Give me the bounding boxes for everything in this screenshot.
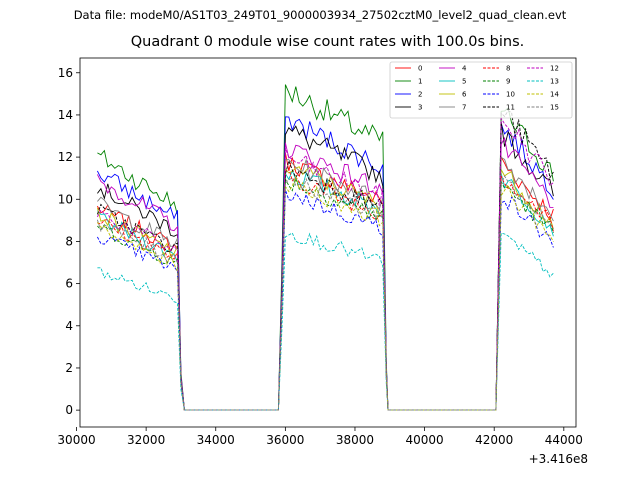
y-tick-label: 10 <box>58 192 73 206</box>
chart-title: Quadrant 0 module wise count rates with … <box>130 34 525 50</box>
x-tick-label: 34000 <box>197 433 235 447</box>
plot-frame <box>79 57 577 428</box>
legend-label-4: 4 <box>462 65 467 73</box>
series-line-2 <box>96 116 554 411</box>
legend-label-10: 10 <box>506 91 515 99</box>
x-offset-label: +3.416e8 <box>528 452 588 466</box>
legend-label-5: 5 <box>462 78 466 86</box>
y-tick-label: 16 <box>58 66 73 80</box>
legend-label-12: 12 <box>550 65 559 73</box>
y-tick-label: 2 <box>65 361 73 375</box>
y-tick-label: 12 <box>58 150 73 164</box>
series-line-0 <box>97 152 554 411</box>
legend-box <box>389 61 573 119</box>
series-line-10 <box>97 189 554 411</box>
x-tick-label: 42000 <box>475 433 513 447</box>
legend-label-11: 11 <box>506 104 515 112</box>
series-line-12 <box>97 116 554 411</box>
legend-label-14: 14 <box>550 91 559 99</box>
legend-label-0: 0 <box>418 65 422 73</box>
y-tick-label: 14 <box>58 108 73 122</box>
y-tick-label: 8 <box>65 234 73 248</box>
legend-label-7: 7 <box>462 104 466 112</box>
legend-label-9: 9 <box>506 78 510 86</box>
chart-suptitle: Data file: modeM0/AS1T03_249T01_90000039… <box>73 8 567 22</box>
plot-area <box>80 58 576 427</box>
series-line-7 <box>97 156 554 411</box>
legend-label-6: 6 <box>462 91 467 99</box>
series-line-4 <box>96 136 554 411</box>
axes: 30000 32000 34000 36000 38000 40000 42000 44000… <box>57 66 582 447</box>
series-line-13 <box>97 232 554 411</box>
y-tick-label: 6 <box>65 277 73 291</box>
x-tick-label: 40000 <box>405 433 443 447</box>
legend-label-8: 8 <box>506 65 510 73</box>
x-tick-label: 32000 <box>127 433 165 447</box>
series-line-15 <box>96 175 554 411</box>
series-line-6 <box>96 166 554 411</box>
legend-label-3: 3 <box>418 104 422 112</box>
x-tick-label: 36000 <box>266 433 304 447</box>
legend-label-15: 15 <box>550 104 559 112</box>
legend-label-1: 1 <box>418 78 422 86</box>
x-tick-label: 44000 <box>545 433 583 447</box>
legend-label-2: 2 <box>418 91 422 99</box>
y-tick-label: 4 <box>65 319 73 333</box>
legend-label-13: 13 <box>550 78 559 86</box>
series-line-3 <box>97 121 554 411</box>
x-tick-label: 30000 <box>57 433 95 447</box>
y-tick-label: 0 <box>65 403 73 417</box>
x-tick-label: 38000 <box>336 433 374 447</box>
